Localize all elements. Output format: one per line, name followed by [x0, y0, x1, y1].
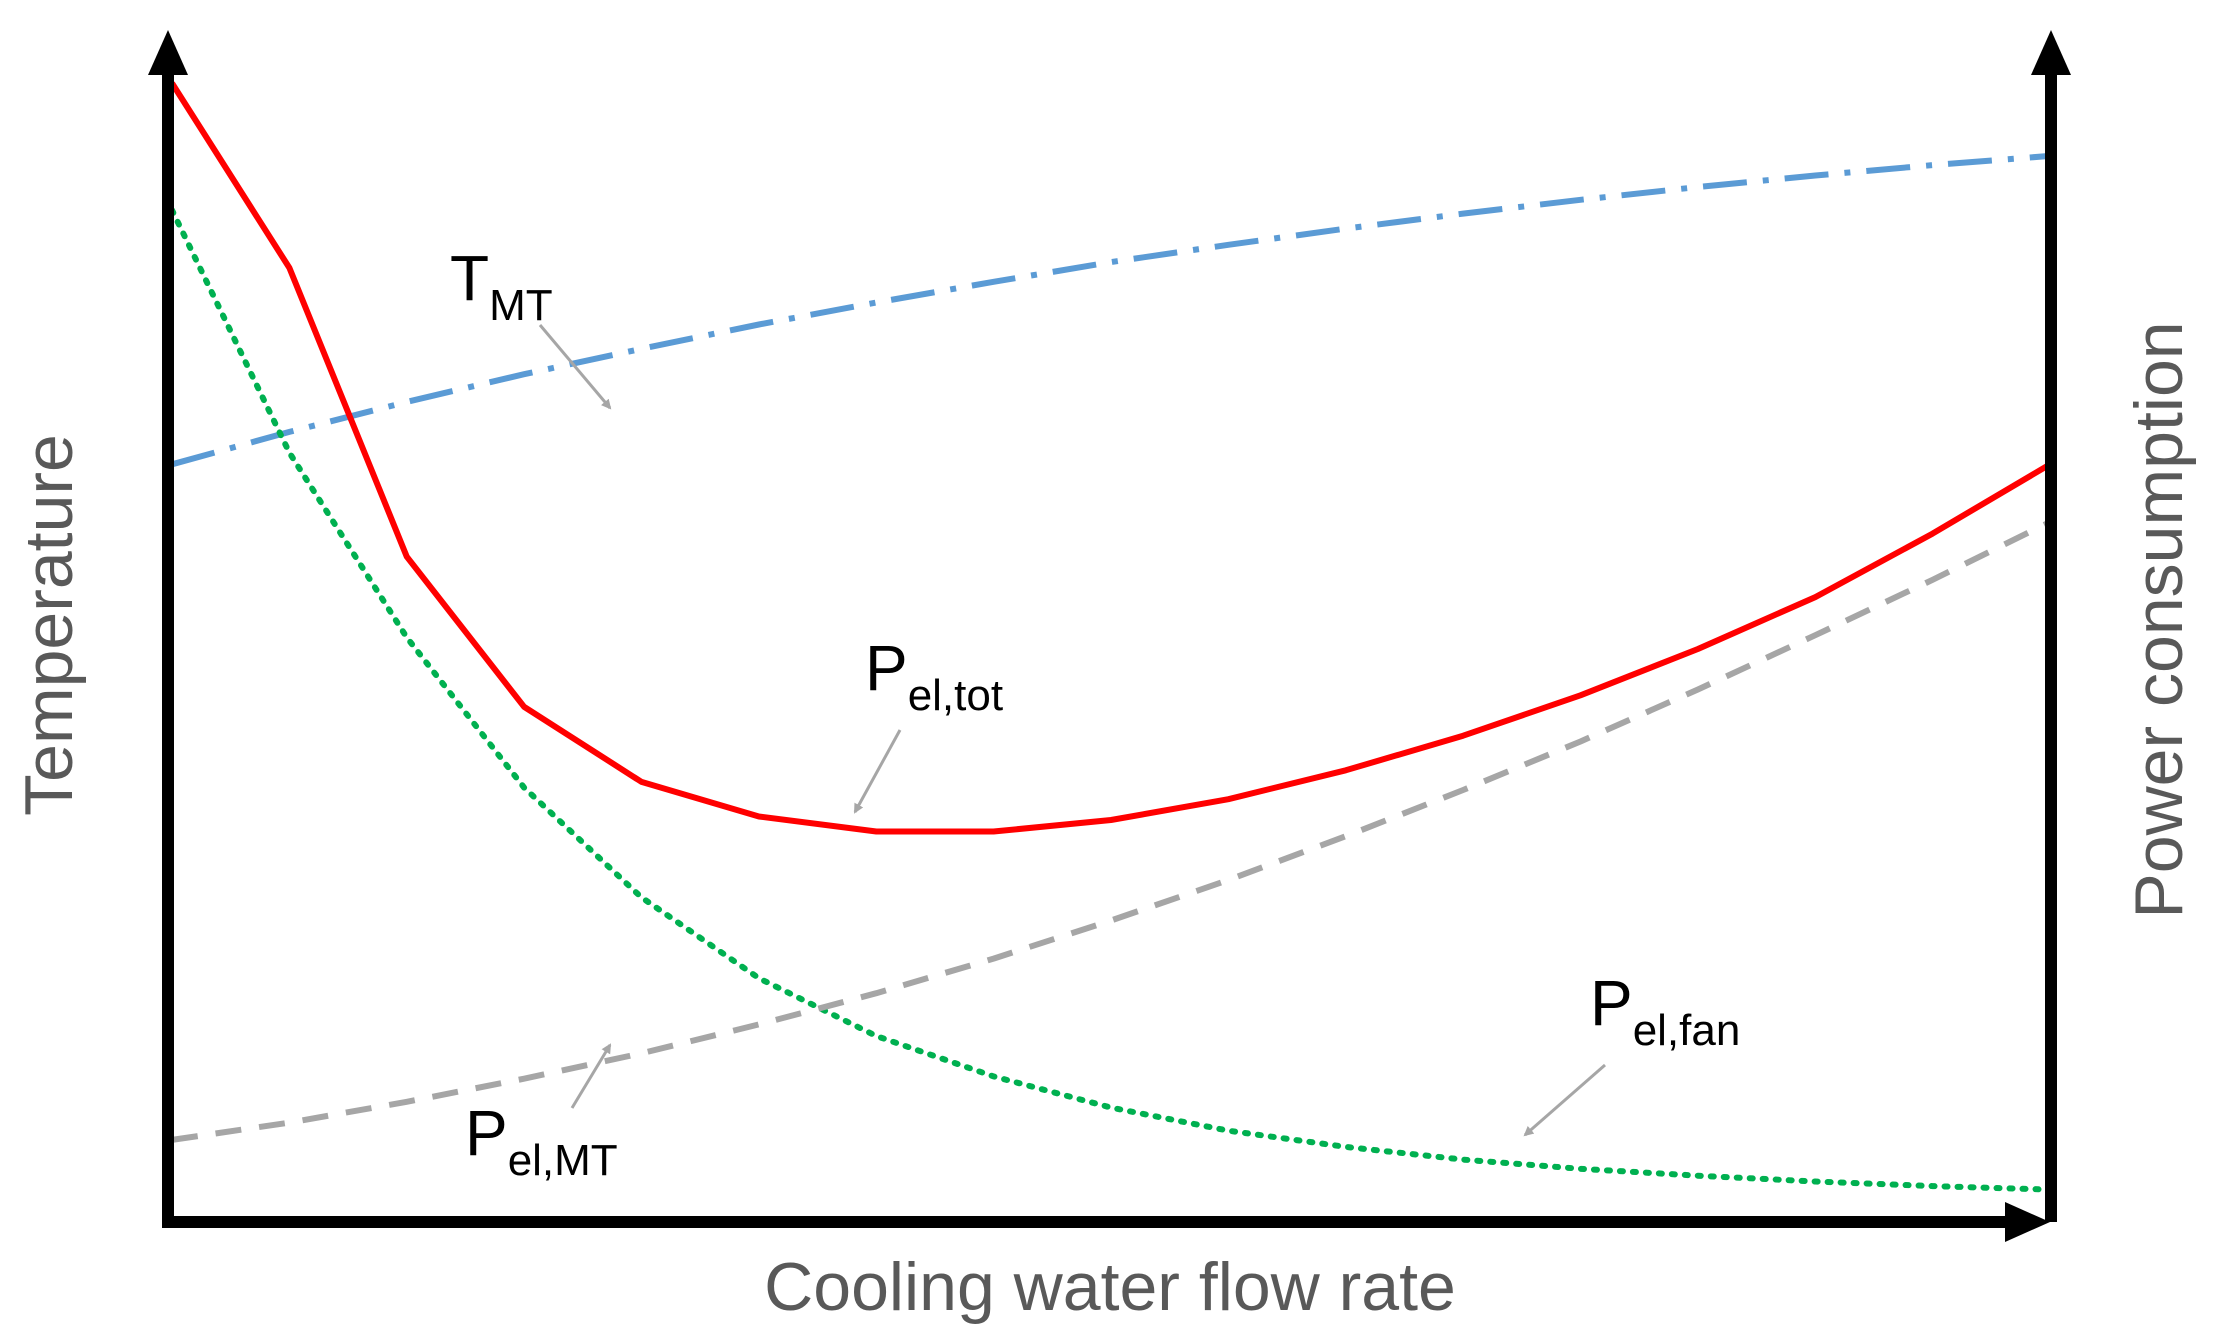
leaders-layer — [538, 324, 1606, 1137]
label-p-el-tot-main: P — [865, 632, 908, 704]
y-axis-right-arrow-icon — [2031, 30, 2071, 75]
series-layer — [169, 81, 2053, 1193]
label-t-mt-main: T — [450, 242, 489, 314]
label-t-mt: TMT — [450, 242, 553, 330]
label-p-el-mt: Pel,MT — [465, 1097, 618, 1185]
label-p-el-tot-sub: el,tot — [908, 671, 1003, 720]
label-p-el-fan: Pel,fan — [1590, 967, 1740, 1055]
leader-t-mt — [538, 324, 612, 410]
label-p-el-fan-sub: el,fan — [1633, 1006, 1741, 1055]
x-axis-title: Cooling water flow rate — [764, 1249, 1456, 1325]
series-line-t-mt — [171, 152, 2051, 468]
axes-layer — [148, 30, 2071, 1242]
leader-p-el-mt — [570, 1043, 612, 1109]
label-p-el-mt-sub: el,MT — [508, 1136, 618, 1185]
y-axis-right-title: Power consumption — [2121, 321, 2197, 918]
label-p-el-tot: Pel,tot — [865, 632, 1003, 720]
label-p-el-fan-main: P — [1590, 967, 1633, 1039]
y-axis-left-arrow-icon — [148, 30, 188, 75]
series-line-p-el-mt — [171, 519, 2052, 1143]
leader-p-el-fan — [1523, 1063, 1606, 1137]
label-p-el-mt-main: P — [465, 1097, 508, 1169]
x-axis-arrow-icon — [2005, 1202, 2050, 1242]
labels-layer: TMT Pel,tot Pel,fan Pel,MT — [450, 242, 1740, 1185]
series-line-p-el-fan — [169, 207, 2053, 1193]
label-t-mt-sub: MT — [489, 281, 553, 330]
y-axis-left-title: Temperature — [11, 434, 87, 816]
leader-p-el-tot — [853, 729, 902, 814]
series-line-p-el-tot — [169, 81, 2052, 835]
